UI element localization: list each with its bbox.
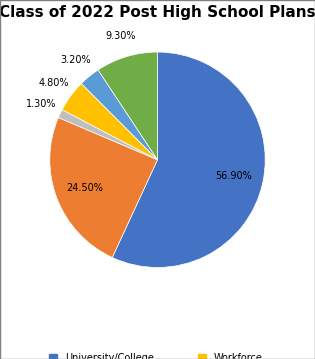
Text: 3.20%: 3.20% <box>60 55 91 65</box>
Wedge shape <box>112 52 265 267</box>
Text: 4.80%: 4.80% <box>38 78 69 88</box>
Title: Class of 2022 Post High School Plans: Class of 2022 Post High School Plans <box>0 5 315 20</box>
Wedge shape <box>50 118 158 257</box>
Text: 1.30%: 1.30% <box>26 99 56 109</box>
Wedge shape <box>81 70 158 160</box>
Wedge shape <box>62 84 158 160</box>
Text: 9.30%: 9.30% <box>105 31 135 41</box>
Legend: University/College, Technical College, Registered Apprenticeship, Workforce, Mil: University/College, Technical College, R… <box>46 350 269 359</box>
Text: 24.50%: 24.50% <box>67 183 104 193</box>
Wedge shape <box>98 52 158 160</box>
Wedge shape <box>58 109 158 160</box>
Text: 56.90%: 56.90% <box>215 172 252 181</box>
